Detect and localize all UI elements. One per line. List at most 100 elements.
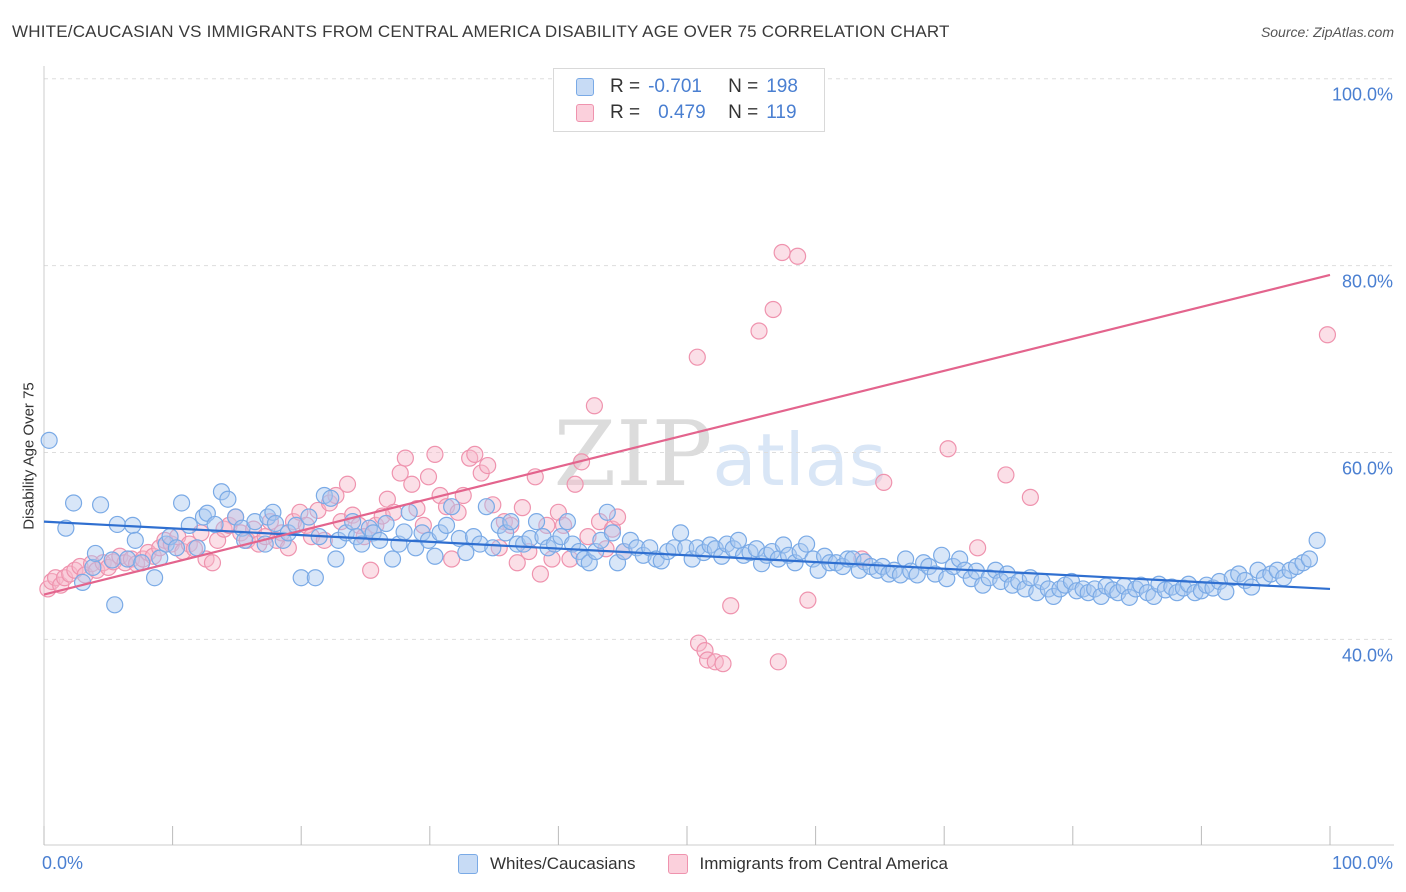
y-tick-label: 60.0% [1342,459,1393,479]
point-whites [106,596,124,614]
point-whites [377,514,395,533]
point-whites [774,536,793,554]
point-whites [266,514,285,533]
point-immigrants [579,528,597,546]
point-immigrants [597,540,615,558]
y-tick-label: 80.0% [1342,272,1393,292]
point-whites [145,569,164,587]
point-whites [219,490,237,508]
point-immigrants [769,653,787,671]
point-whites [1308,531,1326,549]
point-immigrants [396,449,414,467]
point-immigrants [538,516,556,534]
point-whites [603,524,622,542]
legend-swatch-immigrants [667,854,688,874]
point-whites [933,546,951,564]
point-whites [395,523,413,541]
x-tick-label: 0.0% [42,853,83,873]
point-immigrants [969,539,987,557]
trend-lines [43,273,1331,596]
point-whites [1210,572,1229,591]
legend-r-label: R = [610,76,641,97]
point-immigrants [403,475,421,493]
legend-n-label: N = [728,102,759,123]
point-whites [426,547,444,565]
point-immigrants [688,348,706,366]
point-whites [84,558,102,577]
point-whites [118,550,137,568]
legend-swatch-whites [576,78,594,96]
point-whites [400,503,418,521]
trend-line-immigrants [43,273,1331,596]
legend-item-whites[interactable]: Whites/Caucasians [458,854,636,874]
point-whites [527,513,546,531]
legend-row-immigrants: R = 0.479 N = 119 [576,101,797,125]
legend-r-value: -0.701 [648,76,702,97]
point-immigrants [773,243,791,262]
legend-r-value: 0.479 [658,102,706,123]
legend-swatch-whites [458,854,479,874]
correlation-legend: R = -0.701 N = 198 R = 0.479 N = 119 [553,68,825,132]
point-whites [383,550,402,568]
point-whites [671,524,690,542]
point-whites [1300,550,1319,568]
point-immigrants [750,322,768,340]
point-whites [292,569,310,587]
trend-line-whites [43,520,1331,591]
point-immigrants [362,561,380,579]
point-whites [327,550,345,568]
source-label: Source: ZipAtlas.com [1260,24,1394,40]
point-whites [264,503,282,521]
legend-swatch-immigrants [576,104,594,122]
legend-n-value: 119 [766,102,797,123]
point-whites [300,508,318,526]
point-immigrants [513,499,531,517]
y-tick-label: 40.0% [1342,645,1393,665]
series-legend: Whites/Caucasians Immigrants from Centra… [0,852,1406,876]
point-whites [287,516,305,534]
point-immigrants [1021,488,1039,506]
legend-item-immigrants[interactable]: Immigrants from Central America [667,854,948,874]
point-immigrants [1318,326,1337,344]
point-immigrants [764,300,782,319]
point-immigrants [508,554,526,572]
point-immigrants [338,475,357,493]
point-immigrants [788,247,807,265]
point-whites [729,531,748,549]
point-immigrants [997,466,1015,484]
point-immigrants [799,591,817,609]
point-whites [86,544,105,563]
point-whites [322,489,340,507]
point-immigrants [419,468,438,486]
point-immigrants [875,473,893,492]
point-immigrants [549,503,568,521]
point-whites [103,551,121,569]
point-whites [180,516,198,534]
point-whites [126,531,144,549]
point-immigrants [714,655,732,673]
chart-title: WHITE/CAUCASIAN VS IMMIGRANTS FROM CENTR… [12,22,950,41]
point-whites [188,539,206,557]
point-immigrants [443,550,461,568]
point-whites [1230,565,1248,583]
point-immigrants [585,397,604,415]
point-immigrants [466,445,484,463]
point-immigrants [203,554,222,572]
point-whites [246,513,264,531]
point-whites [477,498,495,516]
point-whites [497,524,515,542]
point-immigrants [566,475,584,493]
point-immigrants [391,464,409,482]
point-immigrants [484,496,502,514]
point-whites [40,431,58,449]
point-whites [173,494,191,512]
point-immigrants [531,565,549,583]
point-whites [353,535,371,553]
legend-n-label: N = [728,76,759,97]
legend-row-whites: R = -0.701 N = 198 [576,75,798,99]
point-whites [91,496,110,514]
point-immigrants [543,550,561,568]
point-whites [1242,578,1261,596]
point-immigrants [722,597,740,615]
point-immigrants [479,456,497,475]
